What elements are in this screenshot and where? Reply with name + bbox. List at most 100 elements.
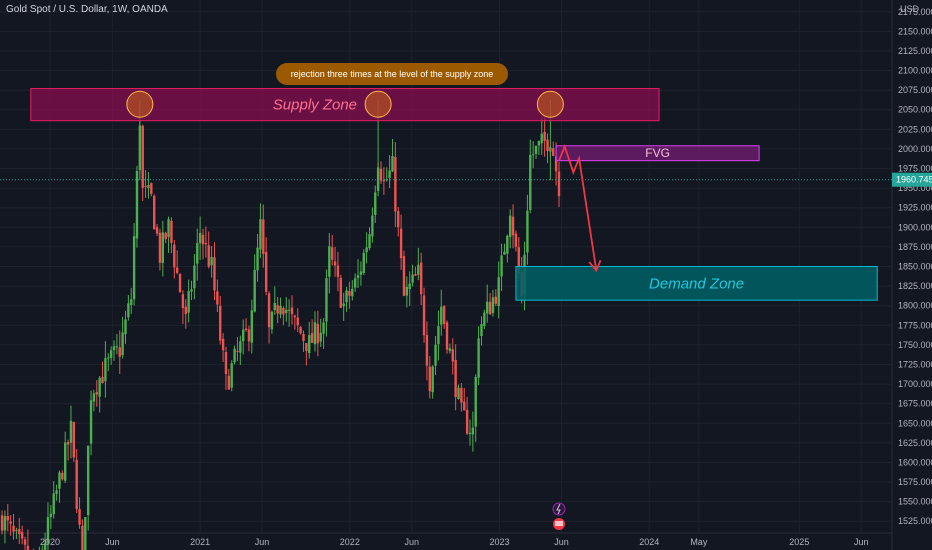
candle-body: [391, 156, 394, 172]
price-tick-label: 2000.000: [898, 144, 932, 154]
price-axis[interactable]: 1525.000 1550.000 1575.000 1600.000 1625.000…: [892, 7, 932, 526]
candle-body: [256, 247, 259, 271]
candle-body: [529, 154, 532, 211]
candle-body: [175, 267, 179, 273]
candle-body: [440, 306, 443, 325]
candle-body: [112, 346, 116, 351]
candle-body: [64, 442, 67, 481]
candle-body: [371, 215, 374, 237]
candle-body: [552, 148, 555, 156]
candle-body: [3, 516, 7, 531]
candle-body: [356, 275, 360, 279]
price-tick-label: 1600.000: [898, 457, 932, 467]
price-tick-label: 1950.000: [898, 183, 932, 193]
candle-body: [531, 154, 535, 156]
candle-body: [49, 513, 53, 518]
price-tick-label: 1700.000: [898, 379, 932, 389]
candle-body: [316, 323, 320, 344]
price-tick-label: 1550.000: [898, 497, 932, 507]
candle-body: [153, 195, 156, 230]
candle-body: [72, 421, 76, 458]
candle-body: [86, 445, 90, 516]
lightning-icon: [552, 502, 566, 516]
current-price-label: 1960.745: [896, 175, 932, 185]
candle-body: [540, 133, 543, 144]
candle-body: [454, 359, 457, 398]
candle-body: [448, 348, 452, 351]
candle-body: [247, 329, 251, 342]
candle-body: [58, 472, 61, 489]
candle-body: [477, 338, 480, 378]
time-tick-label: 2023: [490, 537, 510, 547]
candle-body: [353, 278, 357, 288]
candle-body: [26, 545, 30, 550]
price-tick-label: 2075.000: [898, 85, 932, 95]
candle-body: [494, 296, 498, 304]
candle-body: [23, 539, 27, 545]
candle-body: [107, 357, 110, 359]
candle-body: [155, 227, 159, 234]
price-tick-label: 1625.000: [898, 438, 932, 448]
candle-body: [468, 432, 472, 434]
candle-body: [365, 247, 368, 253]
candle-body: [118, 347, 121, 357]
time-tick-label: 2022: [340, 537, 360, 547]
candle-body: [402, 256, 406, 296]
candle-body: [259, 219, 262, 250]
candle-body: [290, 307, 294, 315]
candle-body: [227, 375, 231, 390]
candle-body: [213, 257, 216, 291]
price-tick-label: 2175.000: [898, 7, 932, 17]
candle-body: [460, 387, 463, 403]
candle-body: [374, 192, 377, 215]
price-tick-label: 2150.000: [898, 26, 932, 36]
candle-body: [282, 307, 285, 315]
candle-body: [422, 295, 426, 336]
candle-body: [204, 243, 208, 245]
lightning-glyph: [556, 503, 561, 515]
candle-body: [293, 315, 297, 318]
candle-body: [239, 341, 242, 353]
price-tick-label: 1525.000: [898, 516, 932, 526]
price-tick-label: 2100.000: [898, 66, 932, 76]
candle-body: [264, 252, 268, 292]
candle-body: [328, 246, 331, 277]
candle-body: [84, 517, 87, 550]
candle-body: [279, 305, 282, 315]
candle-body: [333, 261, 337, 266]
candle-body: [216, 291, 219, 305]
candle-body: [488, 301, 492, 315]
candle-body: [219, 305, 222, 341]
candle-body: [405, 286, 409, 296]
candle-body: [15, 529, 18, 531]
candle-body: [210, 256, 213, 266]
price-tick-label: 2125.000: [898, 46, 932, 56]
zones: Supply Zone FVG Demand Zone rejection three…: [0, 63, 892, 530]
candle-body: [322, 322, 325, 334]
candle-body: [52, 493, 55, 515]
candle-body: [434, 344, 437, 366]
price-tick-label: 1850.000: [898, 262, 932, 272]
candle-body: [9, 521, 12, 524]
candle-body: [121, 332, 124, 356]
candle-body: [224, 352, 228, 375]
candle-body: [336, 265, 340, 277]
candle-body: [345, 290, 348, 303]
rejection-circle: [364, 90, 392, 118]
candle-body: [287, 309, 291, 311]
candle-body: [537, 141, 541, 146]
candle-body: [109, 350, 113, 358]
candle-body: [508, 215, 512, 237]
candle-body: [6, 515, 9, 521]
candle-body: [147, 185, 150, 189]
candle-body: [503, 251, 506, 255]
time-axis[interactable]: 2020 Jun 2021 Jun 2022 Jun 2023 Jun 2024 May 2025 J…: [40, 537, 868, 547]
candle-body: [43, 543, 47, 550]
candle-body: [95, 392, 98, 395]
candle-body: [184, 306, 187, 314]
candle-body: [351, 288, 354, 297]
candle-body: [285, 309, 288, 313]
candle-body: [267, 293, 271, 328]
candle-body: [437, 326, 440, 345]
